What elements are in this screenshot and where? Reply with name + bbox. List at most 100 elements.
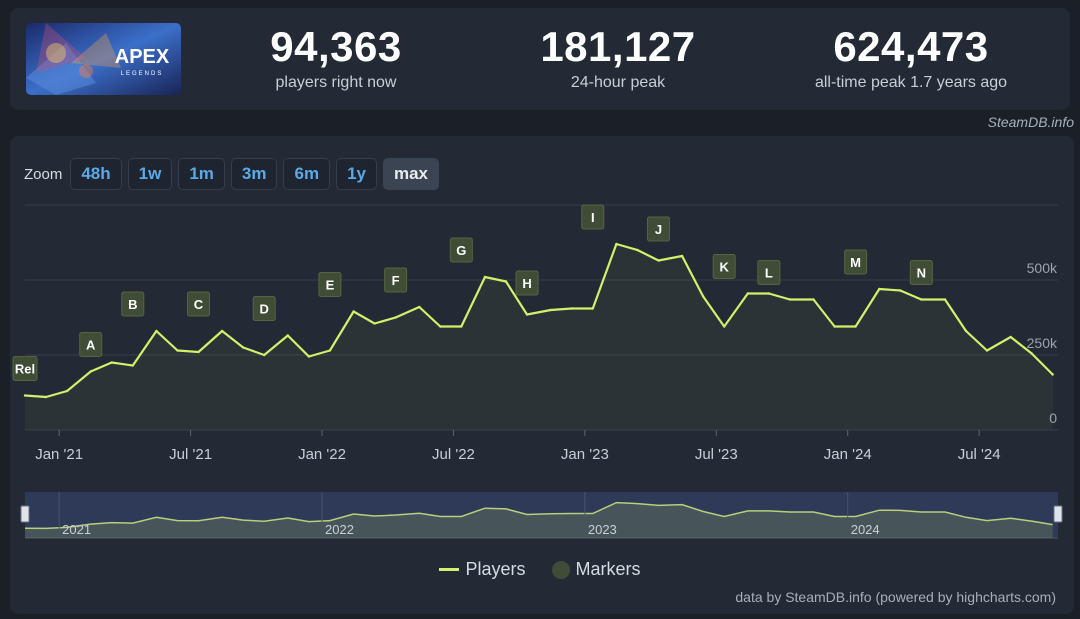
player-line[interactable]: [23, 242, 1054, 399]
data-point[interactable]: [591, 307, 594, 310]
data-point[interactable]: [570, 307, 573, 310]
navigator-label: 2024: [851, 522, 880, 537]
data-point[interactable]: [943, 298, 947, 301]
marker-j[interactable]: J: [646, 216, 670, 242]
data-point[interactable]: [878, 287, 881, 291]
marker-label: M: [850, 255, 861, 270]
data-point[interactable]: [899, 289, 902, 292]
marker-c[interactable]: C: [186, 291, 210, 317]
data-point[interactable]: [110, 361, 113, 364]
data-point[interactable]: [44, 395, 48, 399]
data-point[interactable]: [197, 350, 200, 354]
data-point[interactable]: [985, 349, 989, 352]
navigator-range[interactable]: [25, 492, 1058, 538]
legend-line-icon: [439, 568, 460, 571]
data-point[interactable]: [964, 329, 968, 333]
data-point[interactable]: [812, 298, 815, 301]
data-point[interactable]: [615, 242, 618, 246]
data-point[interactable]: [657, 259, 660, 262]
data-point[interactable]: [483, 275, 487, 279]
data-point[interactable]: [460, 325, 463, 328]
data-point[interactable]: [352, 310, 355, 313]
marker-a[interactable]: A: [79, 332, 103, 357]
zoom-3m-button[interactable]: 3m: [230, 158, 278, 190]
player-area-fill: [25, 244, 1053, 430]
data-point[interactable]: [636, 248, 639, 252]
navigator-handle-left[interactable]: [20, 505, 30, 523]
marker-m[interactable]: M: [844, 249, 868, 275]
data-point[interactable]: [89, 370, 92, 373]
marker-label: D: [259, 302, 268, 317]
marker-label: F: [392, 273, 400, 288]
legend-players-label: Players: [465, 559, 526, 579]
data-point[interactable]: [549, 308, 552, 312]
data-point[interactable]: [328, 349, 332, 352]
marker-n[interactable]: N: [909, 260, 933, 285]
data-point[interactable]: [307, 355, 311, 358]
navigator[interactable]: 2021 2022 2023 2024: [20, 492, 1063, 539]
legend-players[interactable]: Players: [439, 559, 526, 580]
marker-label: E: [326, 278, 335, 293]
marker-label: L: [765, 266, 773, 281]
data-point[interactable]: [418, 305, 421, 309]
data-point[interactable]: [220, 329, 224, 333]
marker-rel[interactable]: Rel: [12, 356, 38, 381]
data-point[interactable]: [1051, 373, 1054, 376]
data-point[interactable]: [504, 280, 508, 283]
marker-e[interactable]: E: [318, 272, 342, 297]
data-credit[interactable]: data by SteamDB.info (powered by highcha…: [735, 589, 1056, 605]
steamdb-credit-link[interactable]: SteamDB.info: [987, 114, 1074, 130]
marker-box: [121, 291, 145, 317]
marker-label: K: [719, 260, 729, 275]
marker-g[interactable]: G: [449, 237, 473, 263]
data-point[interactable]: [1009, 335, 1012, 339]
player-area: [25, 244, 1053, 430]
data-point[interactable]: [788, 298, 792, 301]
data-point[interactable]: [286, 334, 289, 337]
data-point[interactable]: [920, 298, 923, 301]
data-point[interactable]: [439, 325, 442, 328]
data-point[interactable]: [525, 313, 529, 316]
legend-markers[interactable]: Markers: [551, 559, 641, 580]
stat-label: players right now: [275, 74, 397, 91]
marker-h[interactable]: H: [515, 270, 539, 296]
zoom-1w-button[interactable]: 1w: [127, 158, 173, 190]
zoom-48h-button[interactable]: 48h: [70, 158, 122, 190]
marker-label: H: [522, 276, 531, 291]
data-point[interactable]: [176, 349, 179, 352]
zoom-1y-button[interactable]: 1y: [336, 158, 377, 190]
marker-b[interactable]: B: [121, 291, 145, 317]
marker-l[interactable]: L: [757, 260, 781, 285]
zoom-max-button[interactable]: max: [382, 158, 440, 190]
zoom-6m-button[interactable]: 6m: [283, 158, 331, 190]
data-point[interactable]: [680, 254, 684, 258]
data-point[interactable]: [702, 295, 705, 298]
navigator-handle-right[interactable]: [1053, 505, 1063, 523]
game-logo[interactable]: APEX LEGENDS: [26, 23, 181, 95]
data-point[interactable]: [833, 325, 836, 328]
marker-k[interactable]: K: [712, 254, 736, 279]
zoom-1m-button[interactable]: 1m: [178, 158, 225, 190]
marker-box: [318, 272, 342, 297]
data-point[interactable]: [131, 364, 134, 367]
data-point[interactable]: [767, 292, 771, 295]
marker-d[interactable]: D: [252, 296, 276, 321]
data-point[interactable]: [263, 353, 266, 357]
data-point[interactable]: [155, 329, 158, 333]
y-tick-label: 0: [1049, 410, 1057, 426]
data-point[interactable]: [242, 346, 245, 349]
marker-f[interactable]: F: [384, 267, 408, 293]
marker-box: [581, 204, 605, 230]
data-point[interactable]: [394, 316, 397, 319]
data-point[interactable]: [373, 322, 376, 325]
data-point[interactable]: [65, 389, 69, 393]
data-point[interactable]: [854, 325, 857, 328]
data-point[interactable]: [23, 394, 27, 397]
data-point[interactable]: [1030, 352, 1033, 355]
data-point[interactable]: [746, 292, 749, 295]
player-series-line[interactable]: [24, 242, 1054, 399]
marker-i[interactable]: I: [581, 204, 605, 230]
data-point[interactable]: [723, 325, 726, 328]
marker-label: J: [655, 222, 662, 237]
